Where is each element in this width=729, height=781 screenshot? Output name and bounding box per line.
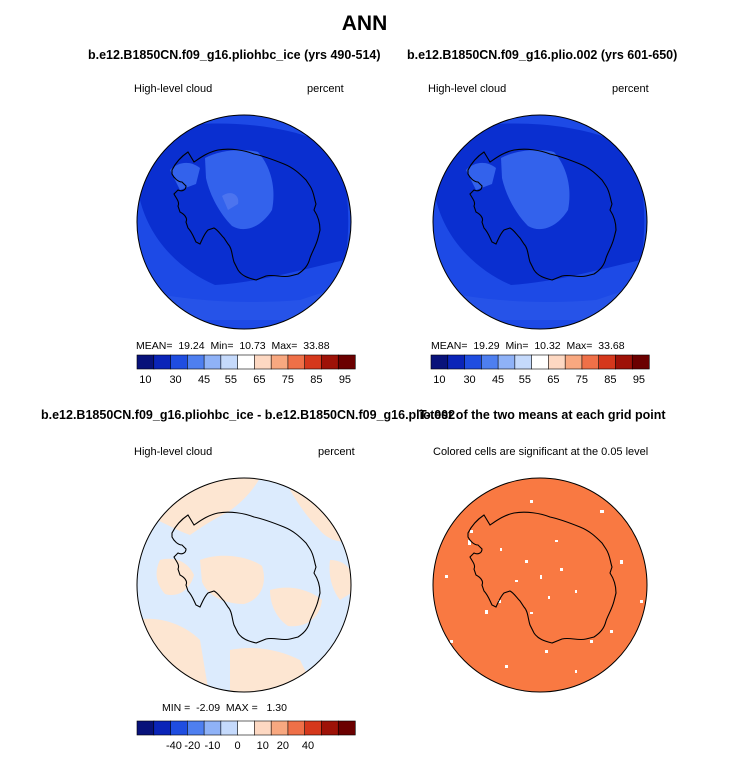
colorbar-swatch (187, 354, 205, 370)
colorbar-tick-label: 45 (491, 374, 505, 386)
panel-2-title: b.e12.B1850CN.f09_g16.plio.002 (yrs 601-… (407, 48, 678, 62)
panel-1-units: percent (307, 83, 344, 95)
colorbar-tick-label: 75 (281, 374, 295, 386)
colorbar-swatch (136, 720, 155, 736)
panel-1-colorbar (136, 354, 356, 370)
colorbar-swatch (514, 354, 533, 370)
colorbar-swatch (220, 720, 239, 736)
colorbar-tick-label: 85 (604, 374, 617, 386)
colorbar-tick-label: 20 (276, 740, 290, 752)
panel-2-units: percent (612, 83, 649, 95)
colorbar-tick-label: 55 (518, 374, 532, 386)
colorbar-tick-label: 75 (575, 374, 589, 386)
colorbar-swatch (337, 354, 356, 370)
panel-2-stats: MEAN= 19.29 Min= 10.32 Max= 33.68 (431, 340, 625, 352)
colorbar-tick-label: 30 (169, 374, 182, 386)
colorbar-swatch (447, 354, 466, 370)
panel-3-variable: High-level cloud (134, 446, 213, 458)
panel-3-stats: MIN = -2.09 MAX = 1.30 (162, 702, 287, 714)
panel-2-colorbar-ticks: 10 30 45 55 65 75 85 95 (431, 374, 649, 388)
panel-2-colorbar (430, 354, 650, 370)
panel-1-title: b.e12.B1850CN.f09_g16.pliohbc_ice (yrs 4… (88, 48, 381, 62)
colorbar-swatch (237, 354, 255, 370)
colorbar-swatch (170, 720, 188, 736)
panel-3-colorbar-ticks: -40 -20 -10 0 10 20 40 (137, 740, 355, 754)
colorbar-swatch (287, 720, 306, 736)
colorbar-swatch (321, 720, 339, 736)
colorbar-swatch (203, 720, 222, 736)
colorbar-swatch (464, 354, 482, 370)
colorbar-swatch (598, 354, 617, 370)
colorbar-tick-label: 10 (433, 374, 446, 386)
colorbar-tick-label: -10 (204, 740, 221, 752)
panel-4-map (432, 477, 648, 693)
colorbar-swatch (430, 354, 449, 370)
colorbar-tick-label: -20 (184, 740, 201, 752)
panel-2-map (432, 114, 648, 330)
colorbar-tick-label: 65 (253, 374, 266, 386)
colorbar-tick-label: -40 (165, 740, 182, 752)
panel-1-colorbar-ticks: 10 30 45 55 65 75 85 95 (137, 374, 355, 388)
panel-2-variable: High-level cloud (428, 83, 507, 95)
colorbar-swatch (136, 354, 155, 370)
colorbar-swatch (481, 354, 499, 370)
colorbar-swatch (153, 354, 172, 370)
colorbar-tick-label: 95 (632, 374, 646, 386)
colorbar-swatch (254, 720, 272, 736)
panel-4-subtitle: Colored cells are significant at the 0.0… (433, 446, 649, 458)
colorbar-swatch (304, 720, 323, 736)
colorbar-tick-label: 10 (256, 740, 269, 752)
colorbar-tick-label: 10 (139, 374, 152, 386)
colorbar-swatch (170, 354, 188, 370)
colorbar-swatch (287, 354, 306, 370)
panel-3-colorbar (136, 720, 356, 736)
colorbar-tick-label: 45 (197, 374, 211, 386)
colorbar-tick-label: 0 (234, 740, 241, 752)
colorbar-swatch (321, 354, 339, 370)
colorbar-swatch (581, 354, 600, 370)
colorbar-tick-label: 95 (338, 374, 352, 386)
colorbar-swatch (203, 354, 222, 370)
colorbar-swatch (631, 354, 650, 370)
colorbar-swatch (153, 720, 172, 736)
panel-3-title: b.e12.B1850CN.f09_g16.pliohbc_ice - b.e1… (41, 408, 456, 422)
colorbar-tick-label: 65 (547, 374, 560, 386)
colorbar-swatch (531, 354, 549, 370)
colorbar-swatch (304, 354, 323, 370)
colorbar-swatch (548, 354, 566, 370)
panel-1-map (136, 114, 352, 330)
colorbar-swatch (497, 354, 516, 370)
colorbar-tick-label: 30 (463, 374, 476, 386)
panel-4-title: T-test of the two means at each grid poi… (419, 408, 666, 422)
colorbar-swatch (270, 354, 289, 370)
colorbar-swatch (187, 720, 205, 736)
panel-3-units: percent (318, 446, 355, 458)
colorbar-swatch (564, 354, 583, 370)
panel-1-stats: MEAN= 19.24 Min= 10.73 Max= 33.88 (136, 340, 330, 352)
colorbar-tick-label: 40 (301, 740, 315, 752)
colorbar-swatch (615, 354, 633, 370)
colorbar-swatch (237, 720, 255, 736)
colorbar-swatch (270, 720, 289, 736)
colorbar-swatch (337, 720, 356, 736)
main-title: ANN (341, 12, 388, 35)
colorbar-tick-label: 55 (224, 374, 238, 386)
colorbar-tick-label: 85 (310, 374, 323, 386)
colorbar-swatch (254, 354, 272, 370)
panel-3-map (136, 477, 352, 693)
panel-1-variable: High-level cloud (134, 83, 213, 95)
colorbar-swatch (220, 354, 239, 370)
